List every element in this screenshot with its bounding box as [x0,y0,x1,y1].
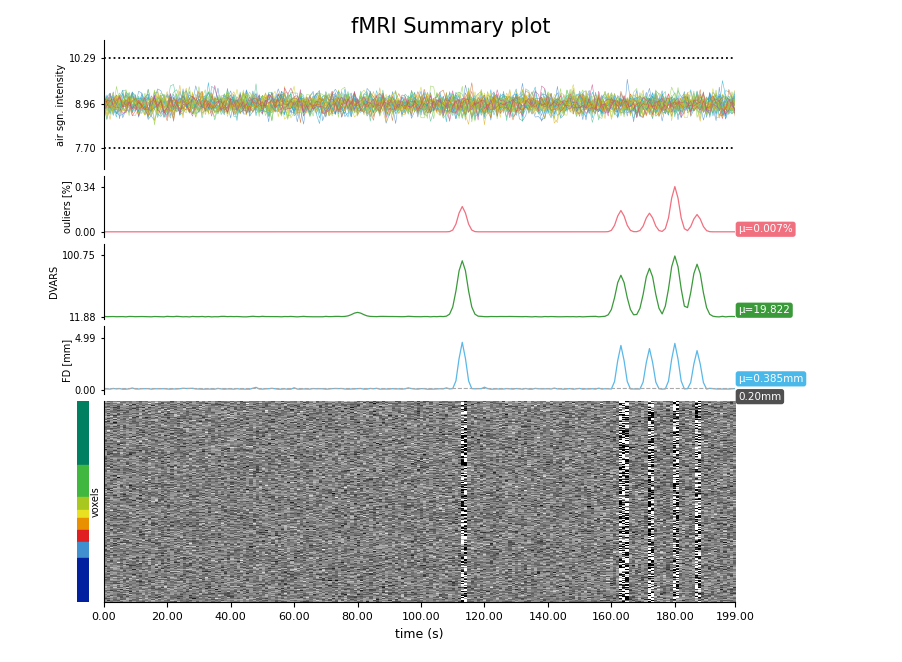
Y-axis label: ouliers [%]: ouliers [%] [62,180,72,233]
X-axis label: time (s): time (s) [395,628,444,641]
Text: 0.20mm: 0.20mm [738,392,781,402]
Y-axis label: DVARS: DVARS [50,265,60,298]
Text: μ=0.007%: μ=0.007% [738,224,793,234]
Y-axis label: FD [mm]: FD [mm] [62,338,72,381]
Text: fMRI Summary plot: fMRI Summary plot [351,17,551,36]
Y-axis label: voxels: voxels [91,486,101,517]
Text: μ=19.822: μ=19.822 [738,305,790,315]
Text: μ=0.385mm: μ=0.385mm [738,374,804,384]
Y-axis label: air sgn. intensity: air sgn. intensity [56,64,66,146]
